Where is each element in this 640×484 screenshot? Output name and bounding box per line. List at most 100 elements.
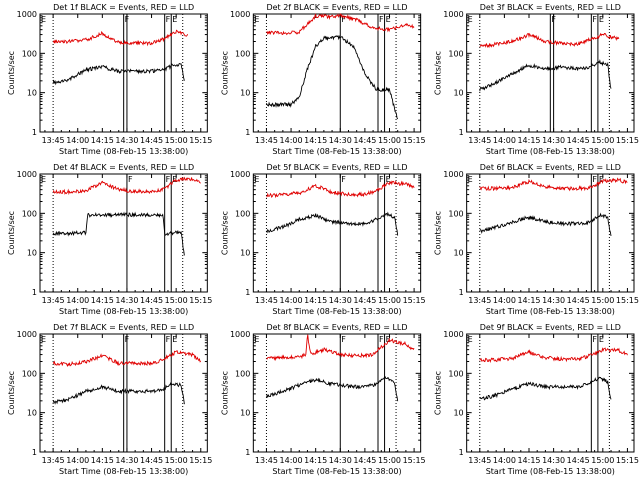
x-tick-label: 14:30 bbox=[542, 136, 565, 145]
x-axis-label: Start Time (08-Feb-15 13:38:00) bbox=[272, 307, 401, 316]
series-line bbox=[479, 59, 612, 92]
x-tick-label: 14:45 bbox=[567, 136, 590, 145]
x-tick-label: 15:15 bbox=[616, 456, 639, 465]
x-tick-label: 15:15 bbox=[616, 296, 639, 305]
x-axis-label: Start Time (08-Feb-15 13:38:00) bbox=[272, 147, 401, 156]
event-marker-label: E bbox=[172, 175, 177, 184]
y-tick-label: 1000 bbox=[443, 10, 463, 19]
chart-panel: Det 6f BLACK = Events, RED = LLD Start Ti… bbox=[434, 163, 639, 316]
y-tick-label: 10 bbox=[453, 249, 463, 258]
y-tick-label: 10 bbox=[453, 409, 463, 418]
corner-label: E bbox=[41, 175, 46, 184]
event-marker-label: F bbox=[341, 335, 346, 344]
y-tick-label: 100 bbox=[22, 49, 37, 58]
y-tick-label: 100 bbox=[448, 49, 463, 58]
y-axis-label: Counts/sec bbox=[7, 51, 16, 95]
x-tick-label: 15:00 bbox=[591, 456, 614, 465]
corner-label: E bbox=[41, 335, 46, 344]
x-tick-label: 14:30 bbox=[329, 456, 352, 465]
chart-title: Det 9f BLACK = Events, RED = LLD bbox=[480, 323, 621, 332]
series-line bbox=[52, 176, 201, 196]
x-tick-label: 14:15 bbox=[91, 456, 114, 465]
y-tick-label: 1 bbox=[245, 288, 250, 297]
y-tick-label: 1000 bbox=[17, 330, 37, 339]
event-marker-label: F bbox=[166, 175, 171, 184]
series-line bbox=[266, 211, 399, 236]
event-marker-label: E bbox=[172, 15, 177, 24]
x-tick-label: 13:45 bbox=[42, 456, 65, 465]
y-axis-label: Counts/sec bbox=[220, 211, 229, 255]
x-tick-label: 14:45 bbox=[140, 456, 163, 465]
event-marker-label: E bbox=[172, 335, 177, 344]
event-marker-label: F bbox=[166, 335, 171, 344]
x-tick-label: 14:15 bbox=[304, 136, 327, 145]
series-line bbox=[479, 212, 612, 237]
x-tick-label: 15:15 bbox=[189, 456, 212, 465]
x-tick-label: 14:45 bbox=[353, 136, 376, 145]
series-line bbox=[266, 180, 415, 199]
x-tick-label: 14:30 bbox=[329, 136, 352, 145]
x-axis-label: Start Time (08-Feb-15 13:38:00) bbox=[59, 147, 188, 156]
x-axis-label: Start Time (08-Feb-15 13:38:00) bbox=[272, 467, 401, 476]
y-axis-label: Counts/sec bbox=[434, 211, 443, 255]
x-tick-label: 13:45 bbox=[468, 296, 491, 305]
y-tick-label: 1000 bbox=[443, 330, 463, 339]
series-line bbox=[266, 334, 415, 362]
series-line bbox=[266, 376, 399, 402]
x-axis-label: Start Time (08-Feb-15 13:38:00) bbox=[486, 147, 615, 156]
series-line bbox=[266, 13, 415, 36]
x-tick-label: 15:00 bbox=[165, 136, 188, 145]
plot-frame bbox=[252, 333, 422, 453]
plot-frame bbox=[252, 173, 422, 293]
event-marker-label: F bbox=[128, 175, 133, 184]
y-axis-label: Counts/sec bbox=[434, 371, 443, 415]
x-tick-label: 14:15 bbox=[517, 456, 540, 465]
event-marker-label: E bbox=[599, 15, 604, 24]
y-tick-label: 1 bbox=[32, 128, 37, 137]
event-marker-label: F bbox=[379, 15, 384, 24]
event-marker-label: E bbox=[599, 335, 604, 344]
x-tick-label: 14:30 bbox=[115, 296, 138, 305]
x-tick-label: 15:00 bbox=[591, 296, 614, 305]
x-tick-label: 15:00 bbox=[591, 136, 614, 145]
corner-label: E bbox=[254, 15, 259, 24]
x-tick-label: 14:30 bbox=[115, 136, 138, 145]
x-tick-label: 15:15 bbox=[403, 456, 426, 465]
x-axis-label: Start Time (08-Feb-15 13:38:00) bbox=[59, 307, 188, 316]
series-line bbox=[52, 350, 202, 368]
event-marker-label: F bbox=[341, 15, 346, 24]
y-tick-label: 10 bbox=[240, 409, 250, 418]
x-tick-label: 15:15 bbox=[403, 296, 426, 305]
series-line bbox=[479, 376, 612, 401]
x-tick-label: 14:30 bbox=[542, 296, 565, 305]
event-marker-label: E bbox=[386, 335, 391, 344]
corner-label: E bbox=[254, 335, 259, 344]
x-tick-label: 15:00 bbox=[378, 296, 401, 305]
y-tick-label: 1000 bbox=[230, 170, 250, 179]
x-tick-label: 14:45 bbox=[353, 296, 376, 305]
corner-label: E bbox=[254, 175, 259, 184]
x-tick-label: 15:15 bbox=[189, 136, 212, 145]
chart-title: Det 5f BLACK = Events, RED = LLD bbox=[266, 163, 407, 172]
event-marker-label: F bbox=[592, 15, 597, 24]
y-tick-label: 100 bbox=[22, 209, 37, 218]
y-tick-label: 1000 bbox=[17, 10, 37, 19]
x-tick-label: 15:15 bbox=[403, 136, 426, 145]
x-tick-label: 14:45 bbox=[140, 136, 163, 145]
y-axis-label: Counts/sec bbox=[220, 371, 229, 415]
series-line bbox=[479, 32, 620, 49]
event-marker-label: F bbox=[379, 175, 384, 184]
x-tick-label: 14:15 bbox=[91, 136, 114, 145]
x-tick-label: 14:00 bbox=[66, 456, 89, 465]
x-tick-label: 14:45 bbox=[567, 456, 590, 465]
x-tick-label: 15:00 bbox=[165, 456, 188, 465]
corner-label: E bbox=[468, 175, 473, 184]
x-tick-label: 14:00 bbox=[280, 456, 303, 465]
x-tick-label: 15:00 bbox=[378, 456, 401, 465]
x-tick-label: 14:15 bbox=[517, 136, 540, 145]
event-marker-label: F bbox=[592, 175, 597, 184]
y-axis-label: Counts/sec bbox=[7, 371, 16, 415]
y-tick-label: 1 bbox=[245, 128, 250, 137]
chart-title: Det 7f BLACK = Events, RED = LLD bbox=[53, 323, 194, 332]
